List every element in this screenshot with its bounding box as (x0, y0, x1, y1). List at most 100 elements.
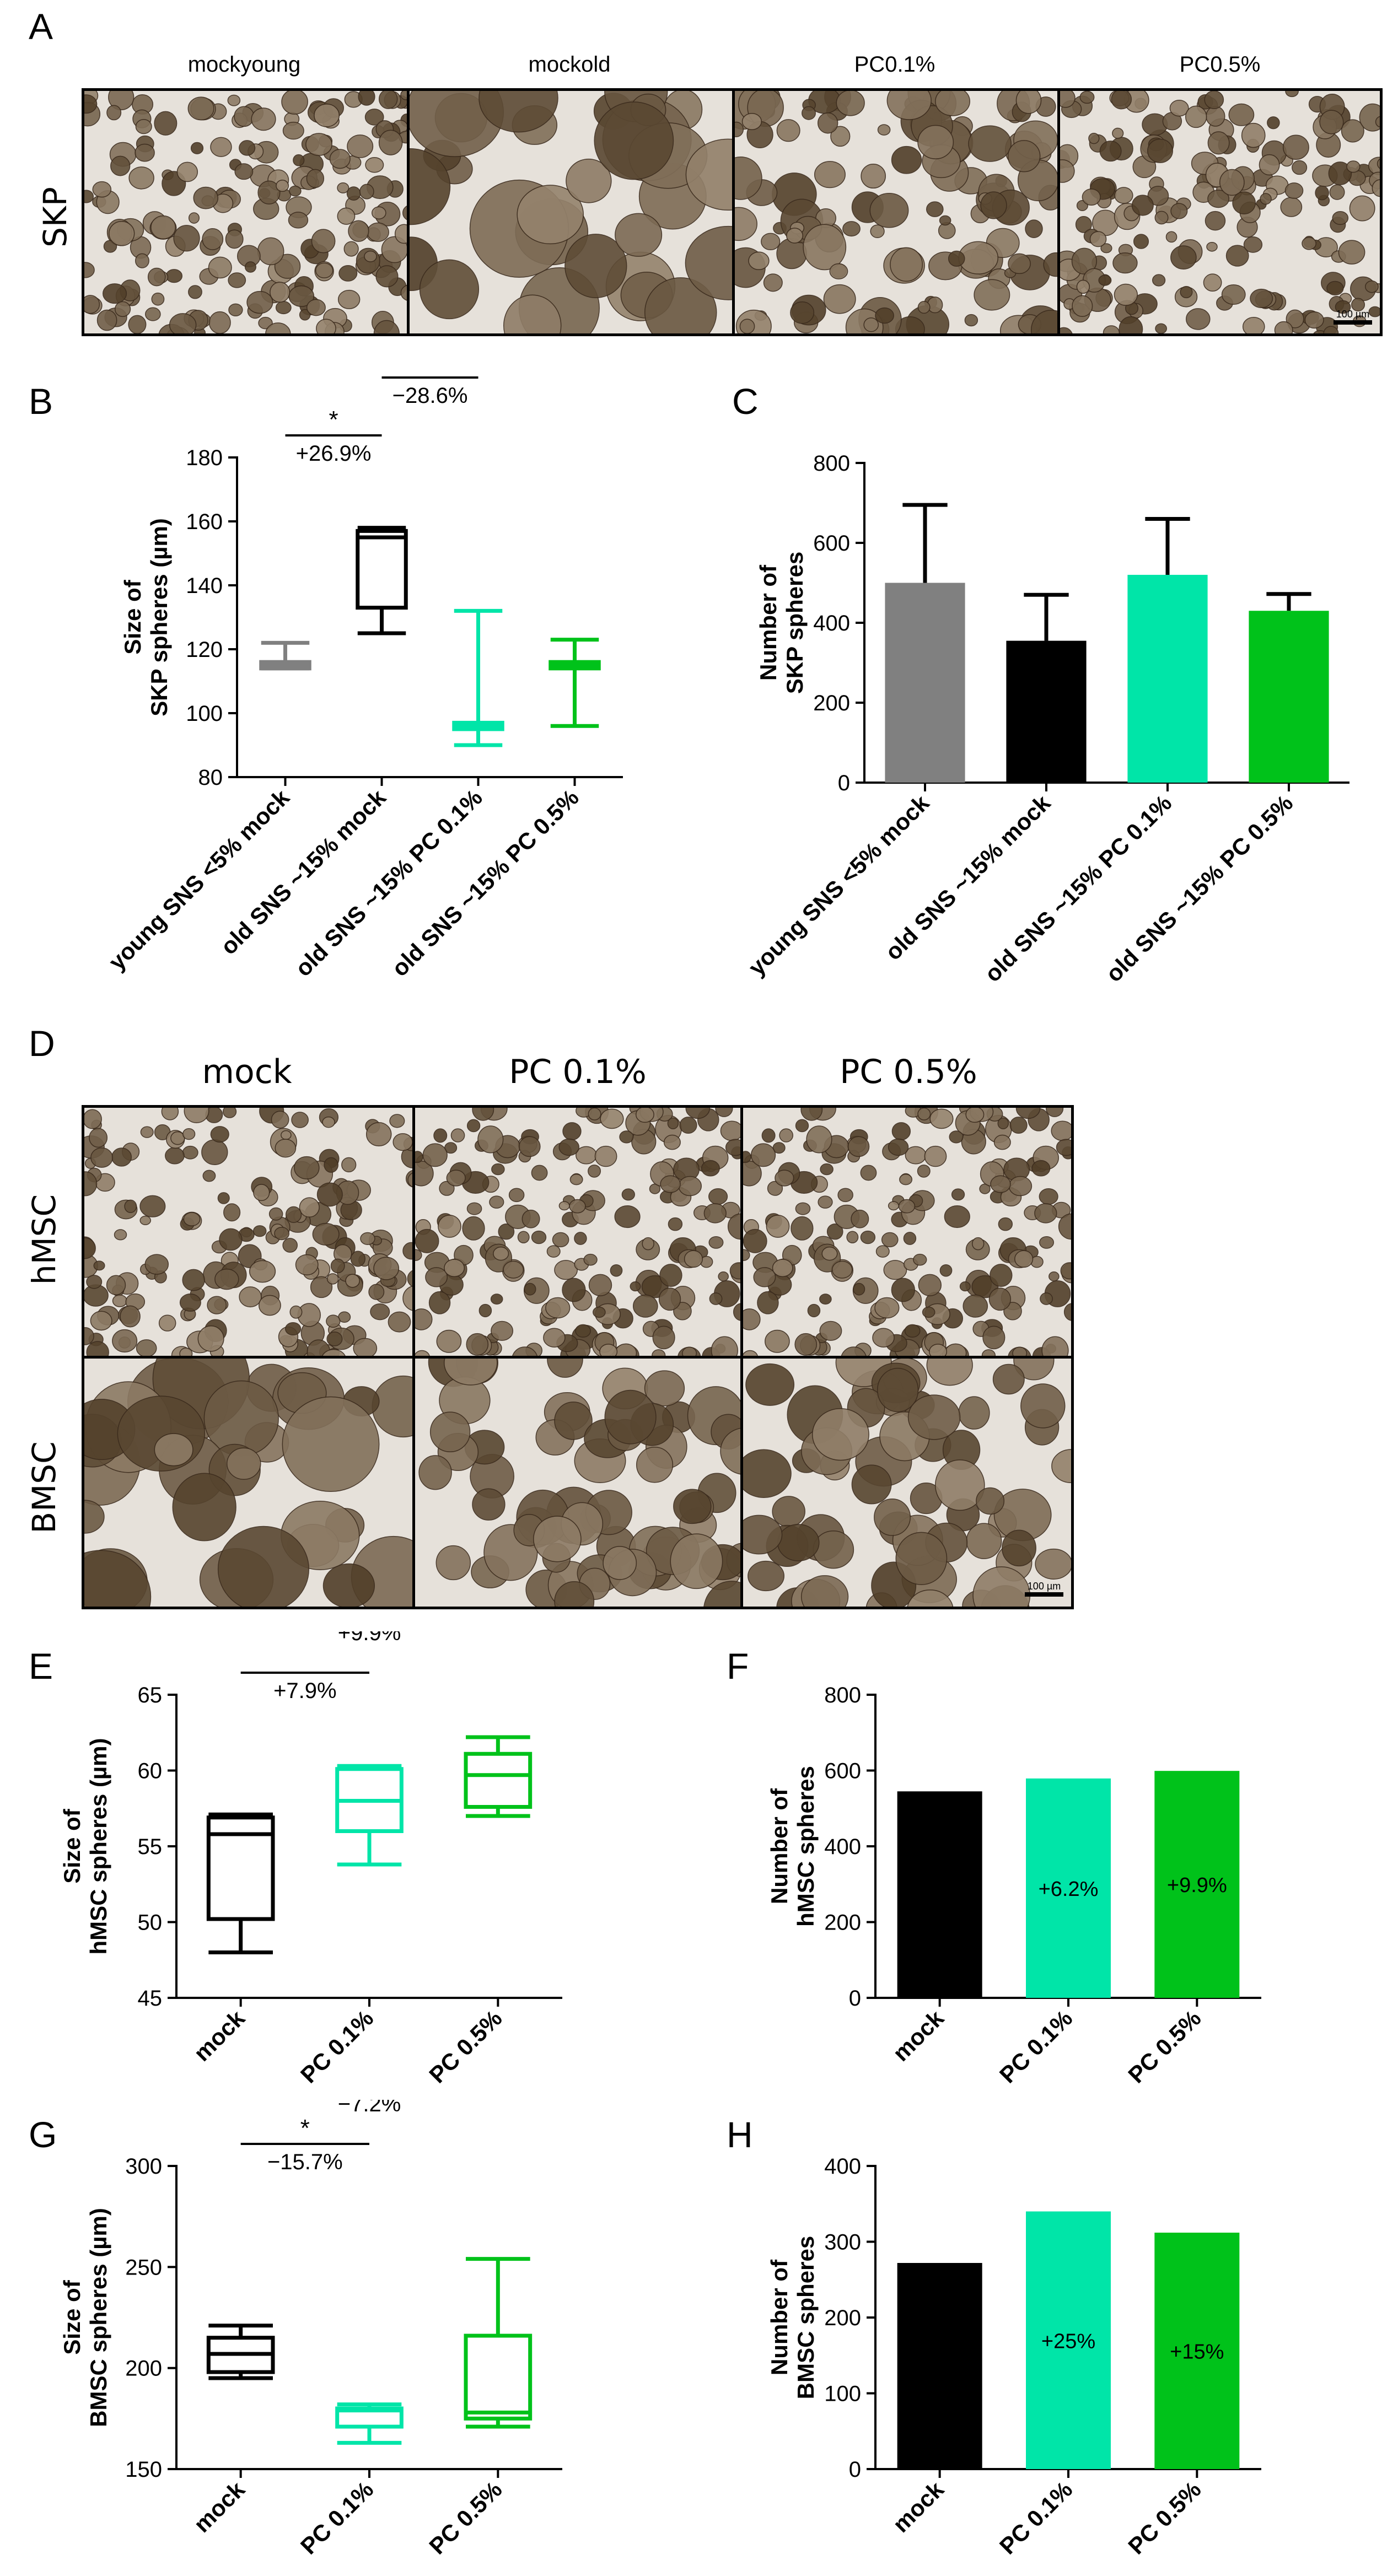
sphere (139, 1215, 152, 1225)
sphere (959, 1281, 971, 1292)
sphere (818, 1195, 833, 1209)
sphere (508, 1188, 525, 1203)
sphere (811, 1408, 869, 1461)
sphere (682, 1346, 697, 1356)
sphere (748, 251, 770, 271)
sphere (685, 1108, 711, 1119)
sphere (1221, 284, 1246, 305)
sphere (466, 1333, 489, 1356)
y-tick-label: 250 (125, 2255, 162, 2279)
sphere (913, 1253, 927, 1266)
sphere (872, 1328, 895, 1348)
sphere (1051, 1449, 1071, 1483)
sphere (794, 1333, 818, 1356)
micrograph-bmsc-pc05: 100 µm (740, 1356, 1074, 1609)
sphere (753, 1267, 776, 1287)
sphere (316, 1182, 343, 1207)
sphere (720, 1120, 740, 1141)
micrograph-bmsc-mock (82, 1356, 415, 1609)
sphere (258, 1295, 281, 1316)
sphere (1103, 325, 1120, 333)
sphere (112, 1329, 138, 1353)
y-tick-label: 50 (138, 1911, 163, 1935)
y-axis-label-line: Number of (766, 2259, 792, 2375)
sphere (370, 1303, 390, 1321)
sphere (966, 1523, 1002, 1559)
sphere (462, 1216, 485, 1241)
sphere (433, 1128, 448, 1143)
sphere (766, 1215, 790, 1238)
sphere (891, 1278, 915, 1302)
sphere (1012, 1346, 1028, 1356)
sphere (546, 1245, 561, 1258)
bar-label: +9.9% (1167, 1874, 1227, 1897)
sphere (84, 1237, 96, 1259)
sphere (89, 1128, 108, 1148)
sphere (739, 319, 755, 333)
x-tick-label: old SNS ~15% mock (216, 784, 391, 960)
sphere (466, 1119, 481, 1133)
micrograph-skp-pc05: 100 µm (1057, 88, 1383, 336)
x-tick-label: old SNS ~15% PC 0.5% (386, 784, 584, 982)
sphere (289, 1305, 303, 1319)
sphere (800, 1575, 849, 1607)
sphere (422, 1143, 448, 1167)
sphere (830, 126, 851, 147)
sphere (1133, 234, 1149, 249)
sphere (450, 1128, 465, 1143)
sphere (727, 1213, 740, 1240)
row-label-skp: SKP (36, 187, 74, 247)
sphere (1076, 279, 1090, 294)
sphere (890, 247, 923, 282)
box-body (356, 529, 408, 610)
sphere (917, 125, 954, 159)
significance-star: * (300, 2115, 310, 2142)
sphere (1020, 1383, 1066, 1429)
sphere (265, 322, 291, 333)
sphere (1034, 1203, 1057, 1224)
sphere (90, 1311, 112, 1331)
sphere (998, 1217, 1013, 1231)
sphere (772, 1259, 793, 1278)
sphere (299, 309, 311, 321)
sphere (924, 1145, 947, 1167)
sphere (415, 1350, 430, 1356)
sphere (144, 1254, 169, 1275)
micrograph-skp-pc05-image (1060, 91, 1380, 333)
sphere (1323, 326, 1339, 333)
micrograph-hmsc-pc01 (412, 1105, 743, 1359)
sphere (958, 1396, 990, 1430)
x-tick-label: mock (189, 2476, 250, 2537)
sphere (1329, 184, 1345, 200)
sphere (188, 212, 200, 224)
sphere (305, 133, 332, 156)
y-tick-label: 200 (824, 1911, 861, 1935)
sphere (935, 91, 970, 116)
sphere (394, 224, 407, 244)
sphere (103, 283, 127, 304)
sphere (642, 1237, 654, 1251)
significance-star: * (329, 406, 338, 433)
sphere (1180, 285, 1193, 299)
sphere (905, 1146, 927, 1165)
sphere (234, 163, 254, 180)
sphere (145, 307, 161, 321)
sphere (348, 220, 369, 242)
sphere (875, 1245, 890, 1258)
sphere (1285, 91, 1299, 98)
sphere (139, 1195, 166, 1217)
sphere (359, 184, 374, 200)
y-tick-label: 180 (186, 446, 223, 470)
sphere (599, 1344, 618, 1356)
sphere (761, 233, 781, 251)
sphere (1008, 1176, 1033, 1197)
sphere (1058, 1213, 1071, 1240)
sphere (644, 1370, 685, 1406)
sphere (684, 1250, 703, 1268)
sphere (861, 163, 886, 189)
sphere (1051, 1120, 1071, 1141)
y-tick-label: 200 (125, 2357, 162, 2381)
sphere (202, 228, 224, 250)
sphere (1319, 110, 1344, 134)
sphere (992, 1364, 1025, 1395)
